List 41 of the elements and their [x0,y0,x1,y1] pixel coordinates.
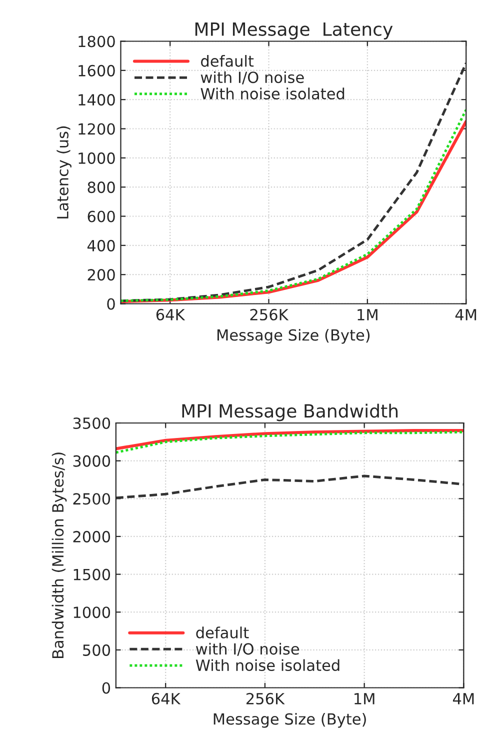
legend-label: with I/O noise [196,642,299,656]
y-tick-label: 200 [88,269,115,281]
legend-label: With noise isolated [196,659,340,672]
y-tick-label: 1800 [78,36,115,48]
y-tick-label: 0 [102,682,110,694]
legend-label: default [196,626,249,638]
legend-label: With noise isolated [200,88,344,100]
legend-label: default [201,55,254,67]
y-tick-label: 500 [83,644,110,656]
y-tick-label: 1200 [78,123,115,135]
y-tick-label: 0 [107,298,115,310]
x-tick-label: 4M [455,309,476,320]
y-tick-label: 2000 [73,530,110,542]
x-tick-label: 1M [358,309,378,320]
y-axis-title: Bandwidth (Million Bytes/s) [52,452,67,658]
y-tick-label: 2500 [73,493,110,505]
legend-label: with I/O noise [200,71,304,84]
chart-title: MPI Message Latency [195,22,393,40]
x-tick-label: 4M [452,693,474,704]
y-tick-label: 1500 [74,568,110,580]
y-tick-label: 3500 [73,417,110,430]
chart-title: MPI Message Bandwidth [182,404,398,422]
x-tick-label: 64K [152,692,181,704]
x-axis-title: Message Size (Byte) [217,328,370,344]
y-tick-label: 1000 [78,152,115,164]
x-tick-label: 1M [354,693,374,704]
y-tick-label: 800 [88,182,115,194]
y-tick-label: 1400 [78,94,115,106]
y-tick-label: 3000 [73,455,110,467]
y-axis-title: Latency (us) [56,126,72,218]
line-series [116,429,464,450]
x-tick-label: 256K [250,308,289,320]
x-axis-title: Message Size (Byte) [214,712,366,728]
line-series [116,474,464,500]
x-tick-label: 64K [156,308,186,320]
y-tick-label: 1600 [78,64,115,76]
y-tick-label: 400 [87,240,115,252]
x-tick-label: 256K [246,692,285,704]
y-tick-label: 1000 [74,606,110,618]
y-tick-label: 600 [88,210,115,222]
line-series [116,430,464,454]
